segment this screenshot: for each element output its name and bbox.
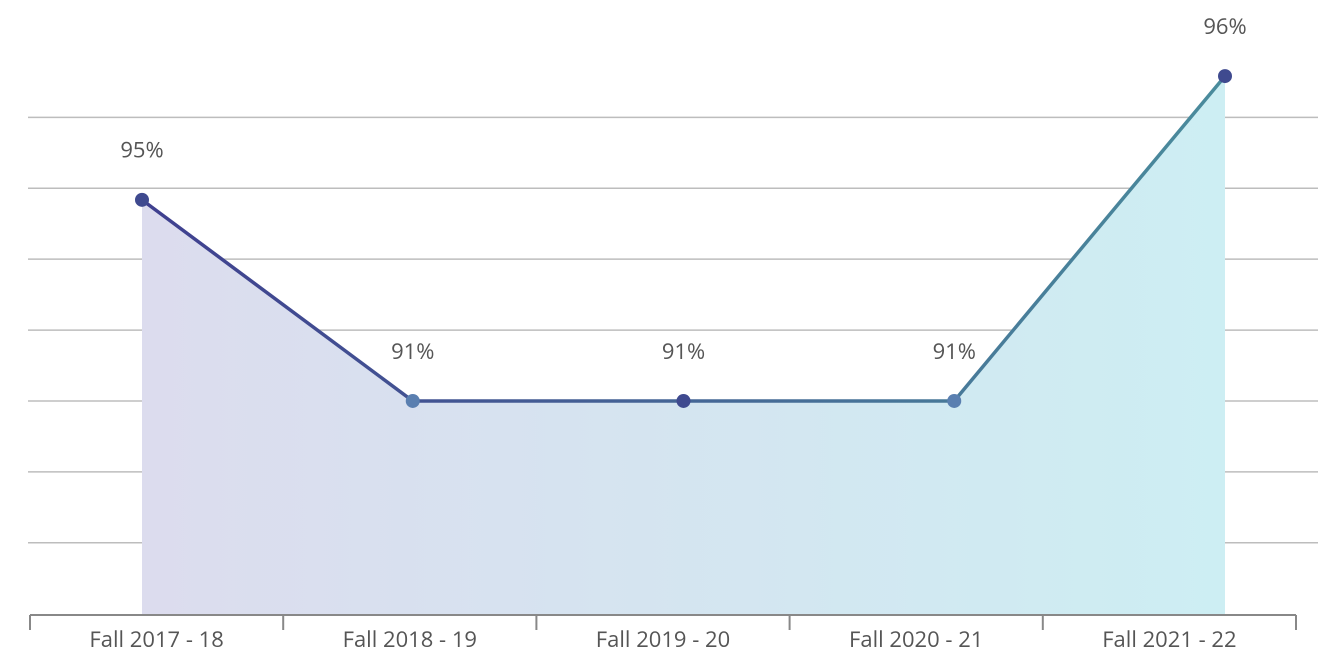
x-tick-label: Fall 2021 - 22 (1102, 624, 1236, 654)
data-label: 91% (933, 336, 976, 366)
x-tick-label: Fall 2018 - 19 (343, 624, 477, 654)
point (947, 393, 962, 408)
data-label: 91% (662, 336, 705, 366)
x-tick-label: Fall 2020 - 21 (849, 624, 983, 654)
point (135, 192, 149, 207)
data-label: 95% (120, 135, 163, 165)
point (1218, 69, 1232, 84)
x-tick-label: Fall 2019 - 20 (596, 624, 730, 654)
point (405, 393, 420, 408)
point (676, 393, 691, 408)
data-label: 96% (1203, 11, 1246, 41)
x-tick-label: Fall 2017 - 18 (89, 624, 223, 654)
area (142, 76, 1225, 615)
data-label: 91% (391, 336, 434, 366)
